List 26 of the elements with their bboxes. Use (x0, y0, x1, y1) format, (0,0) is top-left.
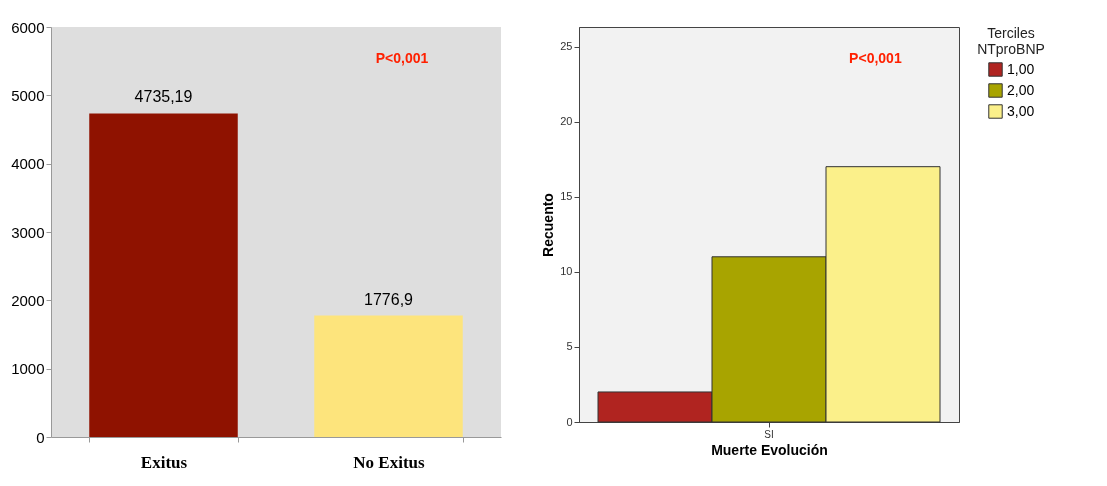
y-tick-label: 10 (560, 265, 573, 278)
x-tick-label: No Exitus (353, 452, 426, 472)
legend-label: 3,00 (1007, 102, 1035, 119)
y-tick-label: 3000 (11, 223, 45, 241)
y-tick-label: 0 (36, 428, 45, 446)
y-tick-label: 5000 (11, 86, 45, 104)
y-tick-label: 0 (566, 415, 573, 428)
y-tick-label: 4000 (11, 155, 45, 173)
x-axis-title: Muerte Evolución (711, 441, 828, 458)
data-label: 1776,9 (364, 290, 414, 308)
data-label: 4735,19 (134, 88, 193, 106)
y-tick-label: 1000 (11, 360, 45, 378)
legend-title: Terciles NTproBNP (977, 25, 1045, 57)
y-tick-label: 15 (560, 190, 573, 203)
legend-label: 2,00 (1007, 81, 1035, 98)
y-tick-label: 20 (560, 115, 573, 128)
y-tick-label: 2000 (11, 291, 45, 309)
y-axis-title: Recuento (540, 193, 557, 257)
y-tick-label: 6000 (11, 18, 45, 36)
y-tick-label: 25 (560, 40, 573, 53)
y-tick-label: 5 (566, 340, 573, 353)
annotation: P<0,001 (849, 50, 902, 66)
x-tick-label: SI (764, 428, 774, 440)
annotation: P<0,001 (375, 50, 429, 66)
x-tick-label: Exitus (140, 452, 188, 472)
legend-label: 1,00 (1007, 60, 1035, 77)
